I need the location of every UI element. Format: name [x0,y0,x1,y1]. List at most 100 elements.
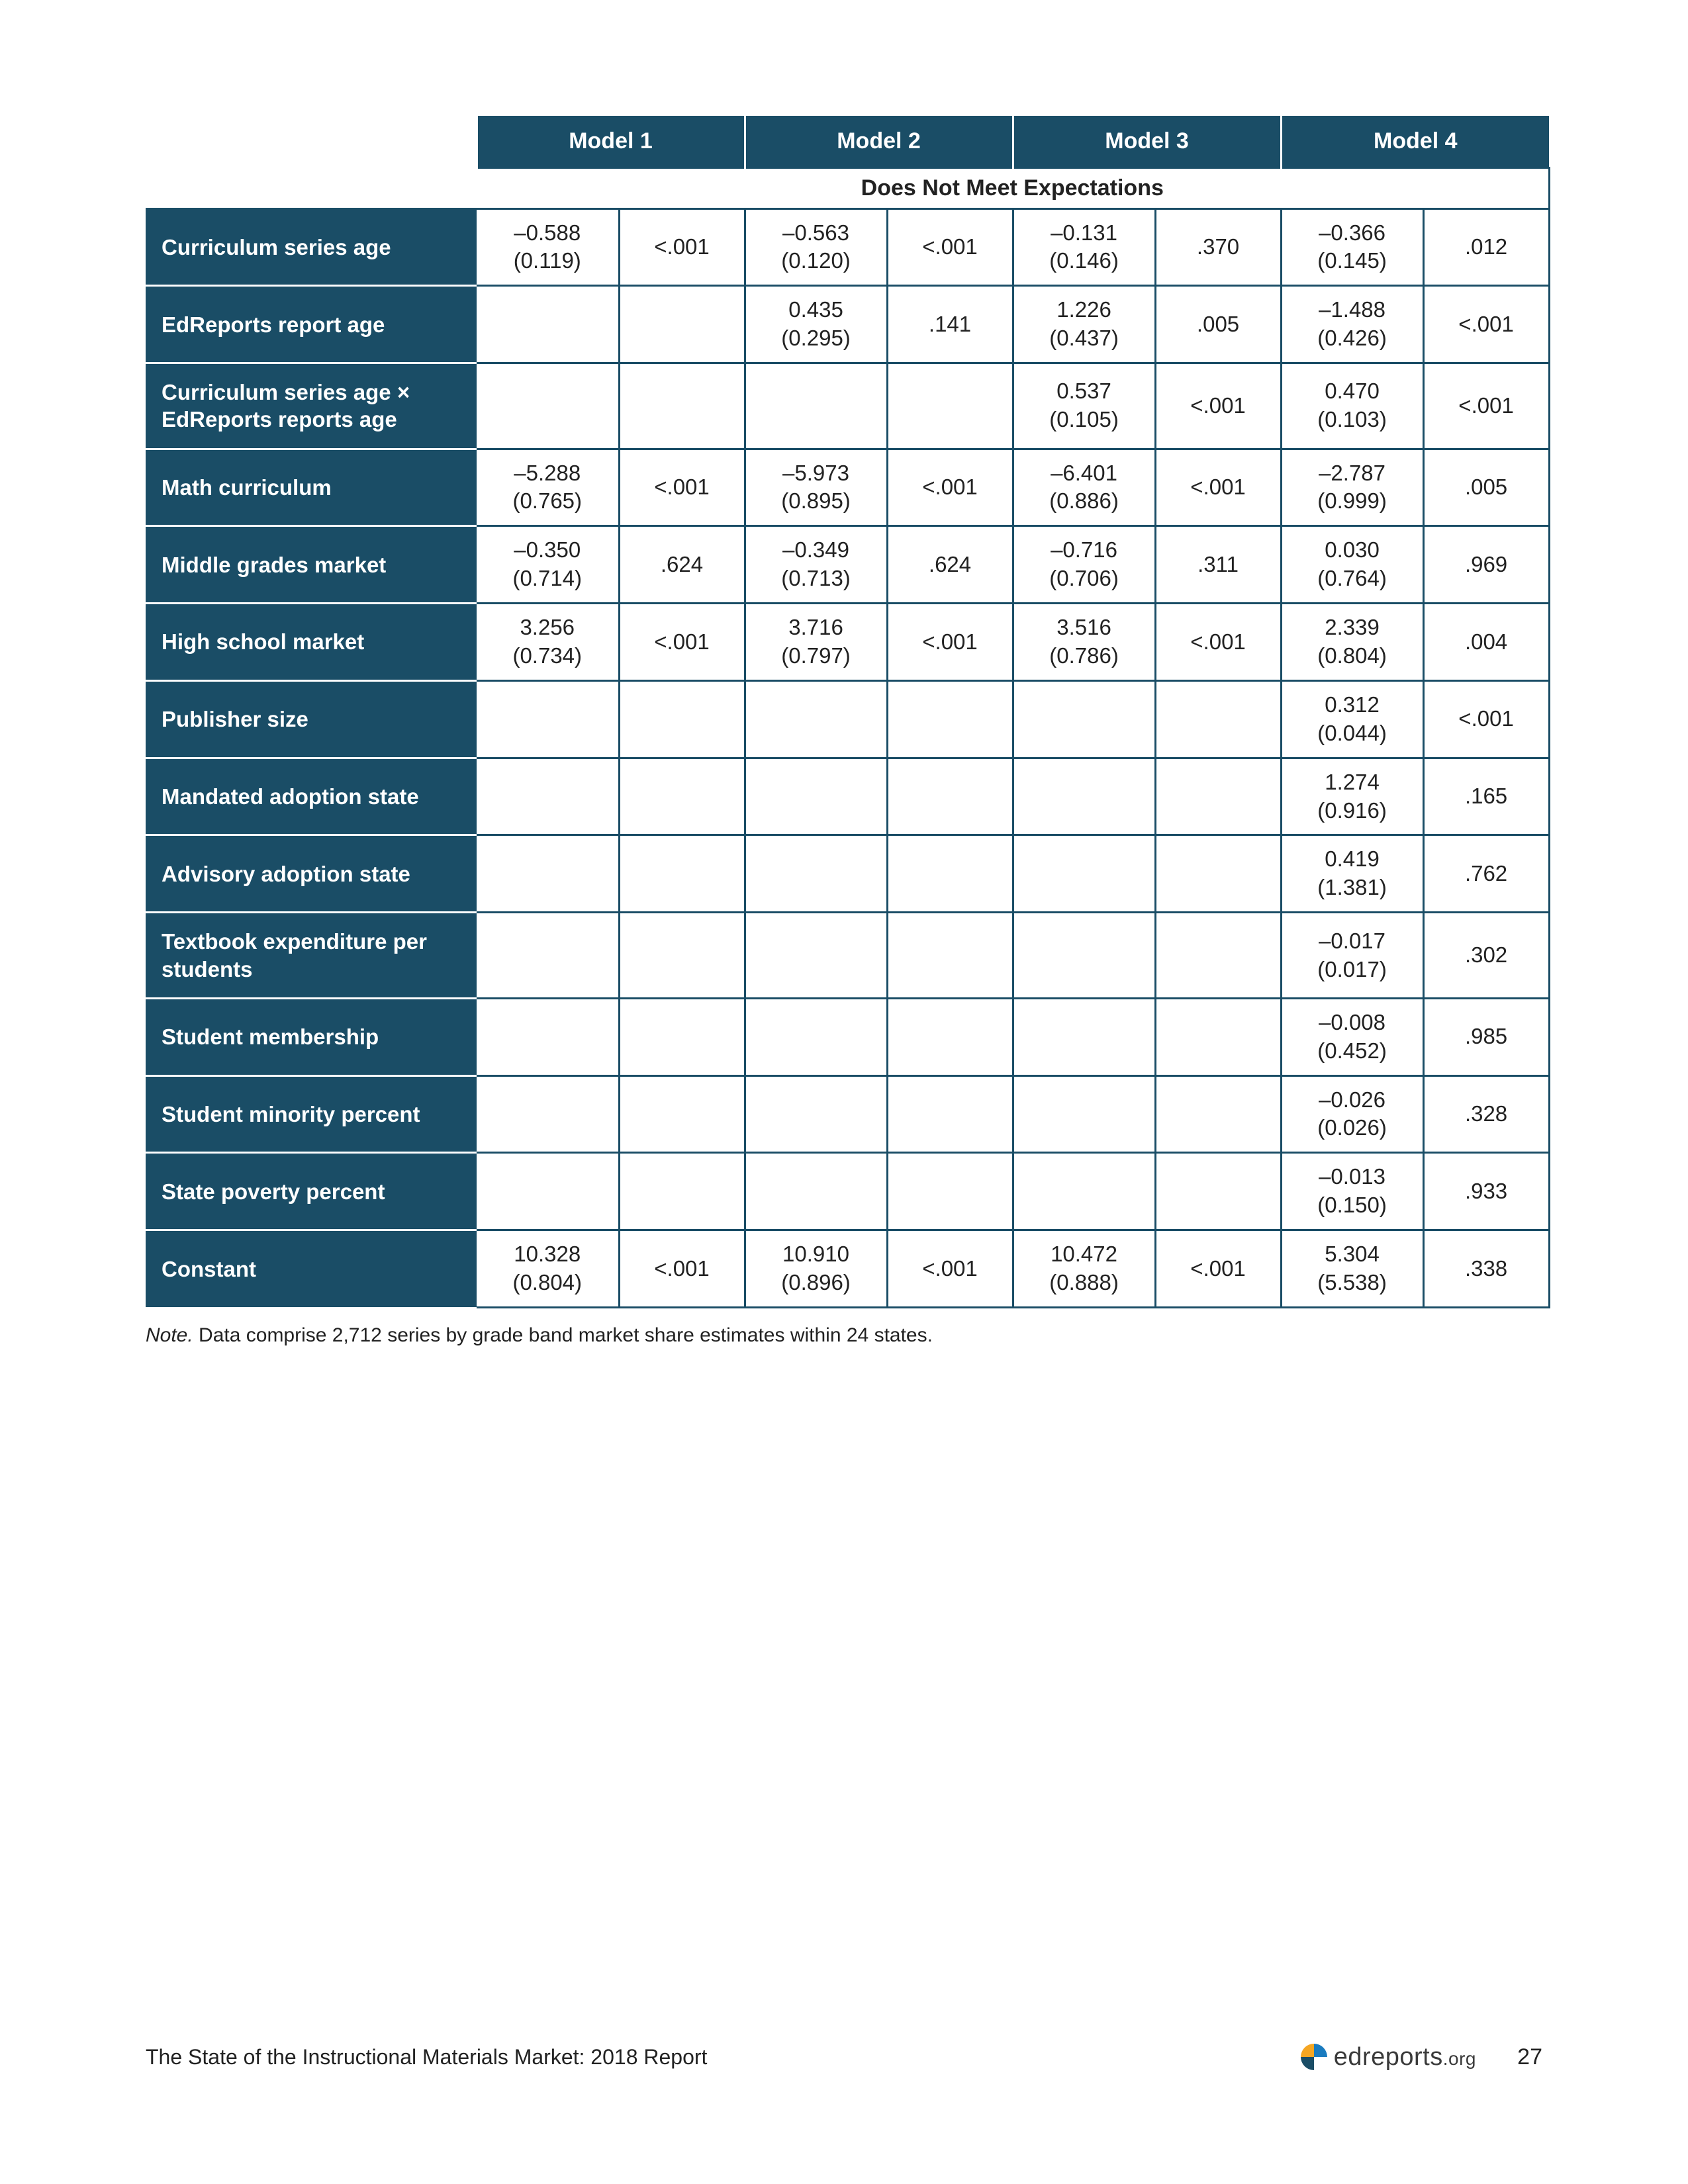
pvalue-cell [887,998,1013,1075]
edreports-logo: edreports.org [1299,2042,1476,2071]
pvalue-cell [619,680,745,758]
model-header: Model 4 [1281,116,1549,167]
pvalue-cell [887,1153,1013,1230]
table-row: Student minority percent–0.026(0.026).32… [146,1075,1549,1153]
row-label: Textbook expenditure per students [146,913,477,999]
pvalue-cell: .969 [1423,526,1549,604]
coef-cell [1013,758,1155,835]
coef-cell [1013,913,1155,999]
pvalue-cell [887,913,1013,999]
coef-cell: –0.588(0.119) [477,208,619,286]
pvalue-cell: <.001 [887,449,1013,526]
table-row: Math curriculum–5.288(0.765)<.001–5.973(… [146,449,1549,526]
coef-cell: –5.973(0.895) [745,449,887,526]
table-row: Student membership–0.008(0.452).985 [146,998,1549,1075]
pvalue-cell: <.001 [619,1230,745,1308]
coef-cell: –0.366(0.145) [1281,208,1423,286]
row-label: Publisher size [146,680,477,758]
header-spacer [146,116,477,167]
pvalue-cell: .762 [1423,835,1549,913]
coef-cell [745,758,887,835]
coef-cell: 0.030(0.764) [1281,526,1423,604]
pvalue-cell [1155,1075,1281,1153]
coef-cell: –0.716(0.706) [1013,526,1155,604]
coef-cell: –6.401(0.886) [1013,449,1155,526]
coef-cell: –0.563(0.120) [745,208,887,286]
coef-cell: 0.435(0.295) [745,286,887,363]
pvalue-cell: <.001 [1155,363,1281,449]
table-row: Curriculum series age × EdReports report… [146,363,1549,449]
coef-cell: –5.288(0.765) [477,449,619,526]
pvalue-cell: .005 [1423,449,1549,526]
coef-cell: 2.339(0.804) [1281,604,1423,681]
pvalue-cell: .141 [887,286,1013,363]
coef-cell: –0.008(0.452) [1281,998,1423,1075]
coef-cell [477,286,619,363]
pvalue-cell: .933 [1423,1153,1549,1230]
pvalue-cell [1155,913,1281,999]
coef-cell: 0.537(0.105) [1013,363,1155,449]
coef-cell: 3.716(0.797) [745,604,887,681]
pvalue-cell: .624 [887,526,1013,604]
pvalue-cell: <.001 [1423,286,1549,363]
row-label: Curriculum series age [146,208,477,286]
pvalue-cell: .311 [1155,526,1281,604]
pvalue-cell [619,835,745,913]
table-row: Curriculum series age–0.588(0.119)<.001–… [146,208,1549,286]
coef-cell: –1.488(0.426) [1281,286,1423,363]
table-row: Middle grades market–0.350(0.714).624–0.… [146,526,1549,604]
row-label: Student minority percent [146,1075,477,1153]
logo-text: edreports.org [1334,2043,1476,2071]
pvalue-cell: .328 [1423,1075,1549,1153]
table-note: Note. Data comprise 2,712 series by grad… [146,1324,1542,1347]
coef-cell: 10.910(0.896) [745,1230,887,1308]
note-label: Note. [146,1324,193,1346]
pvalue-cell: <.001 [1155,1230,1281,1308]
pvalue-cell: <.001 [887,208,1013,286]
table-row: Publisher size0.312(0.044)<.001 [146,680,1549,758]
pvalue-cell: <.001 [887,1230,1013,1308]
pvalue-cell: .302 [1423,913,1549,999]
pvalue-cell [887,758,1013,835]
pvalue-cell: .338 [1423,1230,1549,1308]
pvalue-cell [619,286,745,363]
coef-cell [477,1075,619,1153]
model-header: Model 2 [745,116,1013,167]
coef-cell: 10.328(0.804) [477,1230,619,1308]
pvalue-cell: <.001 [619,208,745,286]
pvalue-cell: .370 [1155,208,1281,286]
pvalue-cell: <.001 [1155,604,1281,681]
table-row: EdReports report age0.435(0.295).1411.22… [146,286,1549,363]
edreports-logo-icon [1299,2042,1329,2071]
model-header: Model 3 [1013,116,1281,167]
pvalue-cell: <.001 [887,604,1013,681]
pvalue-cell [887,1075,1013,1153]
coef-cell: –0.349(0.713) [745,526,887,604]
pvalue-cell: <.001 [619,449,745,526]
coef-cell: 5.304(5.538) [1281,1230,1423,1308]
coef-cell [477,680,619,758]
pvalue-cell: .985 [1423,998,1549,1075]
pvalue-cell: <.001 [1423,363,1549,449]
pvalue-cell: .012 [1423,208,1549,286]
pvalue-cell: <.001 [619,604,745,681]
row-label: Curriculum series age × EdReports report… [146,363,477,449]
pvalue-cell [619,1075,745,1153]
pvalue-cell: <.001 [1155,449,1281,526]
coef-cell [1013,680,1155,758]
row-label: Mandated adoption state [146,758,477,835]
regression-table: Model 1 Model 2 Model 3 Model 4 Does Not… [146,116,1550,1308]
row-label: Math curriculum [146,449,477,526]
subheader-spacer [146,167,477,208]
pvalue-cell [887,363,1013,449]
coef-cell [1013,1153,1155,1230]
row-label: State poverty percent [146,1153,477,1230]
coef-cell: –0.017(0.017) [1281,913,1423,999]
coef-cell [745,998,887,1075]
pvalue-cell [1155,1153,1281,1230]
pvalue-cell [1155,998,1281,1075]
coef-cell [1013,998,1155,1075]
row-label: Advisory adoption state [146,835,477,913]
row-label: Constant [146,1230,477,1308]
model-header-row: Model 1 Model 2 Model 3 Model 4 [146,116,1549,167]
